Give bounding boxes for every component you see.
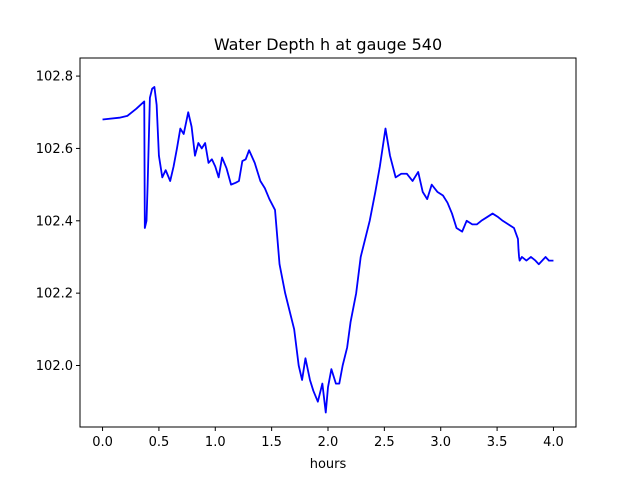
y-axis: 102.0 102.2 102.4 102.6 102.8 xyxy=(36,70,80,374)
y-tick-label: 102.6 xyxy=(36,142,73,157)
x-tick-label: 2.5 xyxy=(374,435,395,450)
x-tick-label: 0.5 xyxy=(149,435,170,450)
y-tick-label: 102.4 xyxy=(36,214,73,229)
x-tick-label: 3.5 xyxy=(487,435,508,450)
x-tick-label: 0.0 xyxy=(92,435,113,450)
x-tick-label: 2.0 xyxy=(318,435,339,450)
x-tick-label: 1.0 xyxy=(205,435,226,450)
x-tick-label: 3.0 xyxy=(430,435,451,450)
x-axis-label: hours xyxy=(310,457,347,472)
y-tick-label: 102.8 xyxy=(36,70,73,85)
chart-title: Water Depth h at gauge 540 xyxy=(214,35,442,54)
y-tick-label: 102.0 xyxy=(36,359,73,374)
y-tick-label: 102.2 xyxy=(36,287,73,302)
x-axis: 0.0 0.5 1.0 1.5 2.0 2.5 3.0 3.5 4.0 xyxy=(92,427,564,450)
x-tick-label: 4.0 xyxy=(543,435,564,450)
series-line xyxy=(102,86,554,414)
x-tick-label: 1.5 xyxy=(261,435,282,450)
